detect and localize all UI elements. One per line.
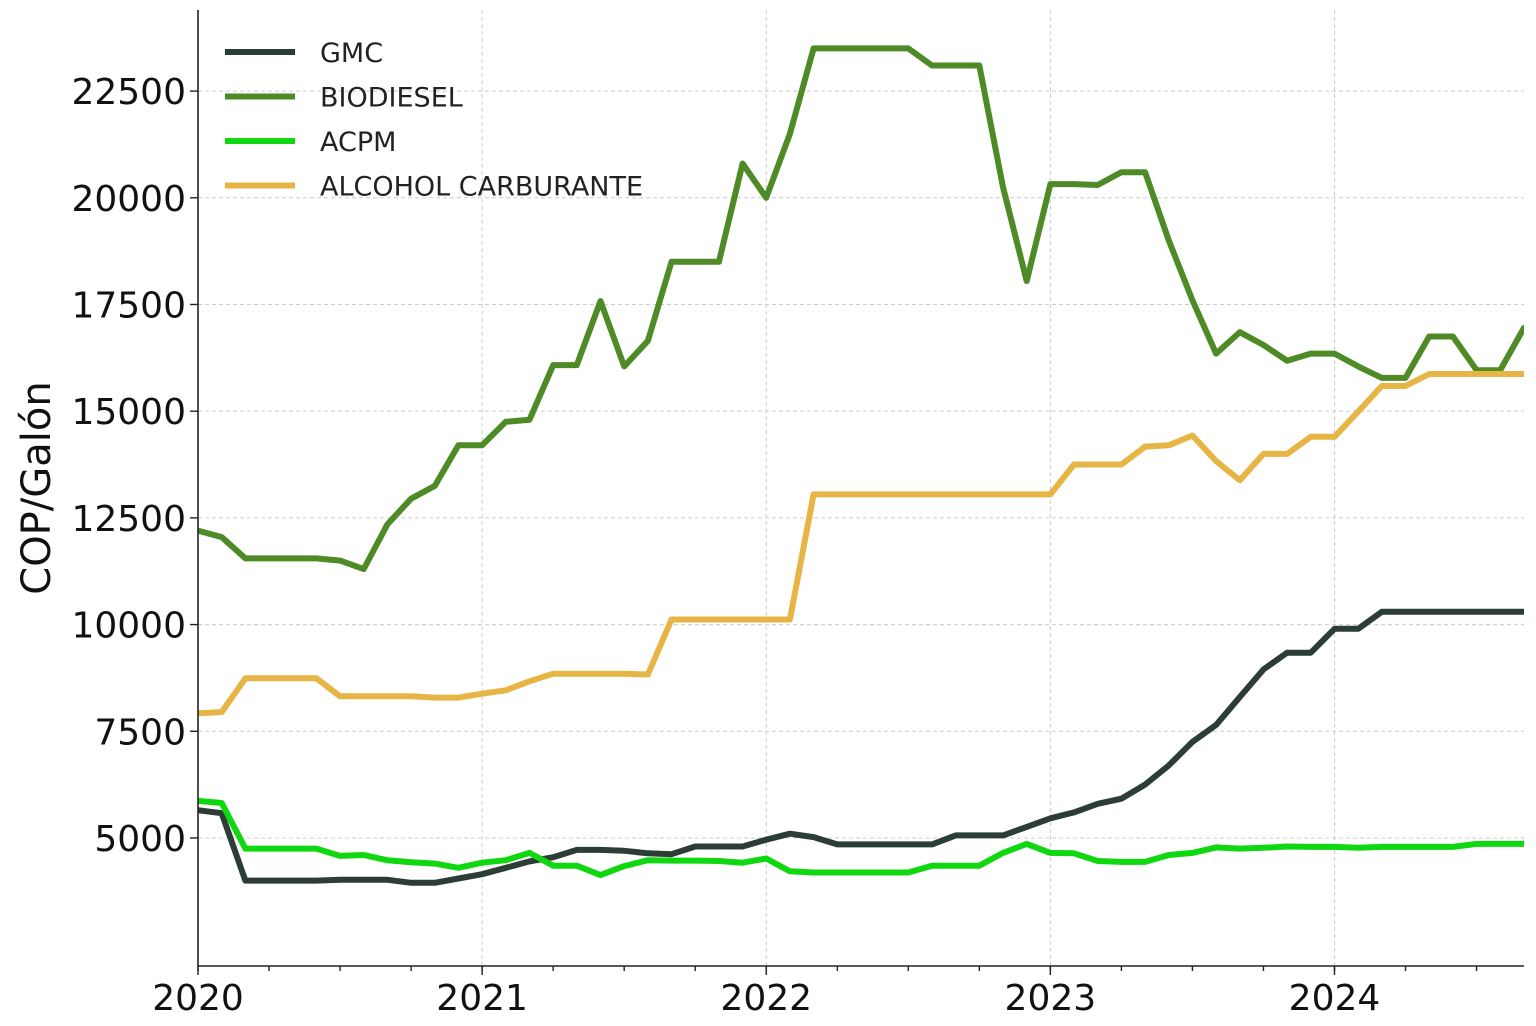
series-line-alcohol-carburante: [198, 370, 1524, 717]
x-tick-label: 2023: [1005, 978, 1097, 1019]
y-tick-label: 15000: [71, 392, 186, 433]
legend-label-biodiesel: BIODIESEL: [320, 83, 463, 114]
series-line-gmc: [198, 608, 1524, 886]
y-tick-label: 12500: [71, 499, 186, 540]
x-tick-label: 2024: [1289, 978, 1381, 1019]
series-line-biodiesel: [198, 45, 1524, 573]
axes: [190, 10, 1524, 975]
legend-label-alcohol-carburante: ALCOHOL CARBURANTE: [320, 172, 643, 203]
y-axis-label: COP/Galón: [14, 381, 60, 594]
y-tick-label: 22500: [71, 72, 186, 113]
grid: [197, 10, 1524, 966]
x-tick-label: 2021: [436, 978, 528, 1019]
y-tick-label: 10000: [71, 606, 186, 647]
legend: GMC BIODIESEL ACPM ALCOHOL CARBURANTE: [225, 38, 643, 203]
y-tick-label: 7500: [94, 712, 186, 753]
x-tick-label: 2020: [152, 978, 244, 1019]
legend-label-acpm: ACPM: [320, 127, 396, 158]
legend-label-gmc: GMC: [320, 38, 383, 69]
series-lines: [198, 45, 1524, 886]
y-tick-label: 5000: [94, 819, 186, 860]
x-tick-label: 2022: [720, 978, 812, 1019]
y-tick-label: 20000: [71, 179, 186, 220]
tick-labels: 5000 7500 10000 12500 15000 17500 20000 22500 20…: [71, 72, 1380, 1019]
y-tick-label: 17500: [71, 285, 186, 326]
series-line-acpm: [198, 797, 1524, 879]
